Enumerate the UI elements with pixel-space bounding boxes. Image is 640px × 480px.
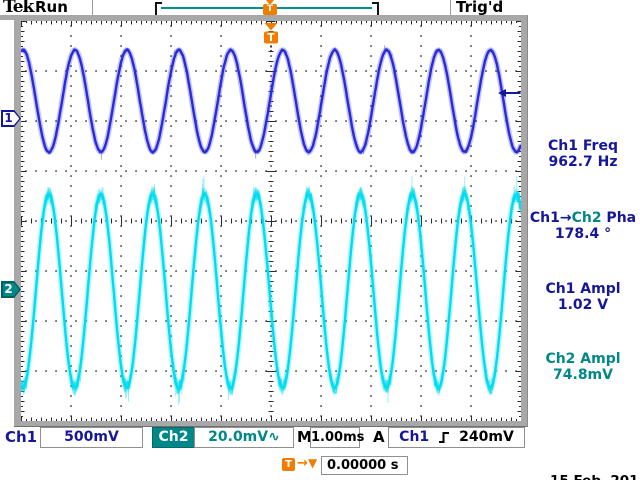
trigger-position-readout: 0.00000 s — [321, 456, 408, 475]
measurement-ch2-ampl: Ch2 Ampl 74.8mV — [526, 351, 640, 383]
measurement-label: Ch1 Ampl — [545, 281, 621, 297]
measurement-value: 74.8mV — [553, 367, 613, 383]
ch1-marker-fill — [2, 111, 20, 126]
trigger-t-icon: T — [263, 4, 277, 15]
acquisition-state: Run — [35, 0, 68, 16]
ac-coupling-icon: ∿ — [268, 429, 280, 445]
measurement-value: 1.02 V — [557, 297, 609, 313]
ch1-ground-marker: 1 — [1, 110, 21, 127]
display-bezel-strip — [0, 15, 14, 20]
measurement-value: 962.7 Hz — [548, 154, 618, 170]
topbar-divider — [450, 0, 451, 15]
trigger-readout: Ch1 240mV — [388, 427, 525, 448]
top-bar: Tek Run T Trig'd — [0, 0, 640, 17]
trigger-status: Trig'd — [456, 0, 504, 16]
ch2-marker-fill — [2, 282, 20, 297]
measurement-phase: Ch1→Ch2 Pha 178.4 ° — [526, 210, 640, 242]
tek-logo: Tek — [3, 0, 34, 17]
measurement-label: Ch1 Freq — [548, 138, 618, 154]
svg-text:T: T — [267, 32, 275, 44]
measurement-ch1-ampl: Ch1 Ampl 1.02 V — [526, 281, 640, 313]
ch2-readout-label: Ch2 — [152, 427, 195, 448]
phase-suffix: Pha — [601, 210, 637, 226]
measurement-label: Ch2 Ampl — [545, 351, 621, 367]
date-text: 15 Feb 2011 — [550, 474, 640, 480]
trigger-t-icon: T — [282, 458, 295, 471]
topbar-divider — [92, 0, 93, 15]
trigger-source: Ch1 — [399, 429, 430, 445]
arrow-right-icon: → — [297, 456, 308, 471]
rising-edge-icon — [439, 432, 450, 443]
trigger-level: 240mV — [459, 429, 514, 445]
trigger-readout-label: A — [373, 428, 385, 446]
measurement-label: Ch1→Ch2 Pha — [526, 210, 640, 226]
ch1-scale-readout: 500mV — [40, 427, 143, 448]
graticule-svg: T — [21, 21, 521, 421]
ch2-marker-label: 2 — [4, 282, 13, 296]
timebase-label: M — [297, 428, 312, 446]
timebase-readout: 1.00ms — [310, 427, 364, 448]
ch2-scale-readout: 20.0mV∿ — [194, 427, 294, 448]
datetime-block: 15 Feb 2011 17:34:05 — [550, 444, 640, 480]
ch2-scale-value: 20.0mV — [208, 429, 269, 445]
arrow-right-icon: → — [559, 210, 572, 226]
ch2-ground-marker: 2 — [1, 281, 21, 298]
measurement-ch1-freq: Ch1 Freq 962.7 Hz — [526, 138, 640, 170]
measurement-value: 178.4 ° — [554, 226, 612, 242]
trigger-position-flag-icon: T — [263, 0, 277, 15]
ch1-readout-label: Ch1 — [5, 428, 38, 446]
caret-down-icon: ▼ — [308, 456, 318, 470]
trigger-caret-icon — [266, 0, 274, 5]
ch1-marker-label: 1 — [4, 111, 13, 125]
phase-destination: Ch2 — [571, 210, 602, 226]
phase-source: Ch1 — [529, 210, 560, 226]
